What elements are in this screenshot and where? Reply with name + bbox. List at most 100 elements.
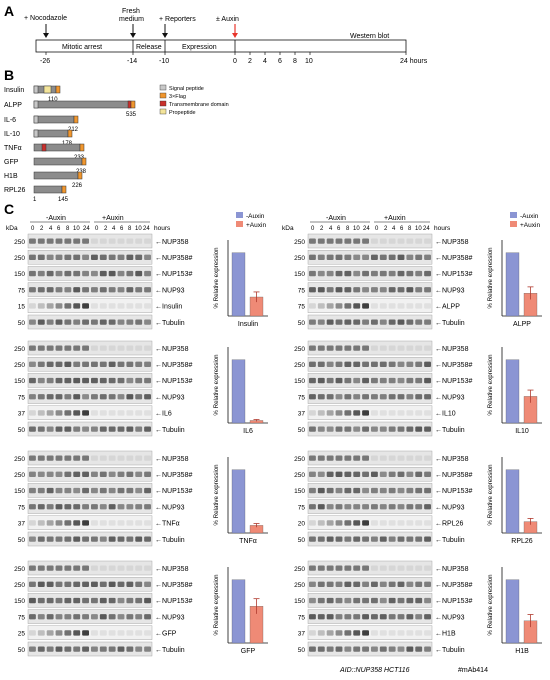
- blot-band: [326, 319, 334, 325]
- blot-band: [415, 565, 423, 571]
- blot-band: [326, 536, 334, 542]
- panel-a-letter: A: [4, 3, 14, 19]
- blot-band: [362, 565, 369, 571]
- blot-band: [73, 520, 81, 526]
- chart-xlabel: Insulin: [238, 321, 258, 328]
- chart-xlabel: H1B: [515, 648, 529, 655]
- blot-band: [144, 303, 151, 309]
- blot-band: [406, 614, 414, 620]
- blot-membrane: [307, 298, 433, 313]
- legend-label: Transmembrane domain: [169, 102, 229, 108]
- blot-band: [326, 565, 334, 571]
- blot-strip: 25 ←GFP: [18, 625, 177, 640]
- blot-membrane: [27, 560, 153, 576]
- blot-band: [335, 303, 343, 309]
- blot-membrane: [27, 625, 153, 640]
- blot-band: [91, 394, 98, 400]
- blot-band: [415, 614, 423, 620]
- blot-band: [108, 394, 116, 400]
- blot-band-label: ←TNFα: [155, 521, 180, 528]
- blot-band: [117, 410, 125, 416]
- blot-band: [64, 319, 72, 325]
- blot-band: [46, 319, 54, 325]
- blot-band: [55, 520, 63, 526]
- blot-band: [371, 254, 378, 260]
- blot-band: [362, 394, 369, 400]
- blot-strip: 250 ←NUP358#: [294, 357, 472, 372]
- lane-label: 24: [423, 226, 430, 232]
- lane-label: 6: [120, 226, 124, 232]
- blot-band: [108, 426, 116, 432]
- blot-band: [108, 410, 116, 416]
- blot-band: [29, 426, 36, 432]
- blot-band: [117, 426, 125, 432]
- blot-band: [309, 303, 316, 309]
- blot-band: [309, 270, 316, 277]
- blot-band: [99, 410, 107, 416]
- blot-band: [29, 504, 36, 510]
- blot-band: [424, 504, 431, 510]
- blot-band: [362, 471, 369, 477]
- blot-band: [55, 361, 63, 367]
- blot-band: [55, 504, 63, 510]
- blot-strip: 75 ←NUP93: [298, 609, 465, 624]
- blot-strip: 50 ←Tubulin: [18, 531, 185, 547]
- blot-band: [91, 410, 98, 416]
- blot-band-label: ←NUP358: [435, 456, 469, 463]
- blot-band: [126, 238, 134, 244]
- kda-marker: 50: [18, 647, 26, 654]
- blot-band: [117, 581, 125, 587]
- blot-band: [99, 287, 107, 293]
- blot-strip: 50 ←Tubulin: [298, 421, 465, 437]
- blot-band: [397, 581, 405, 587]
- lane-label: 4: [112, 226, 116, 232]
- blot-band: [91, 361, 98, 367]
- flag-tag: [61, 185, 67, 194]
- lane-label: 0: [31, 226, 35, 232]
- bar-minus-auxin: [231, 469, 246, 534]
- blot-band: [371, 287, 378, 293]
- tick-minus26: -26: [40, 58, 50, 65]
- blot-band: [91, 319, 98, 325]
- blot-band: [371, 303, 378, 309]
- blot-band: [37, 270, 45, 277]
- blot-band: [99, 238, 107, 244]
- blot-strip: 250 ←NUP358#: [294, 577, 472, 592]
- kda-marker: 250: [14, 582, 25, 589]
- blot-band: [388, 471, 396, 477]
- blot-band: [135, 287, 143, 293]
- blot-band: [371, 426, 378, 432]
- blot-band: [99, 536, 107, 542]
- blot-strip: 37 ←IL10: [298, 405, 456, 420]
- blot-band-label: ←NUP93: [155, 504, 185, 511]
- blot-band: [353, 504, 361, 510]
- kda-marker: 37: [18, 521, 26, 528]
- lane-label: 2: [40, 226, 44, 232]
- blot-membrane: [27, 483, 153, 498]
- blot-membrane: [27, 282, 153, 297]
- blot-band: [82, 614, 89, 620]
- blot-band-label: ←NUP358#: [435, 362, 472, 369]
- blot-band: [362, 238, 369, 244]
- blot-band: [29, 565, 36, 571]
- blot-band: [353, 630, 361, 636]
- blot-band: [388, 319, 396, 325]
- blot-membrane: [27, 298, 153, 313]
- blot-band: [424, 270, 431, 277]
- blot-band: [335, 565, 343, 571]
- blot-band: [55, 319, 63, 325]
- blot-band: [64, 426, 72, 432]
- blot-band: [117, 303, 125, 309]
- blot-band: [135, 426, 143, 432]
- blot-strip: 250 ←NUP358#: [14, 357, 192, 372]
- blot-band: [29, 646, 36, 652]
- blot-band: [326, 426, 334, 432]
- blot-band: [73, 254, 81, 260]
- blot-band: [388, 565, 396, 571]
- blot-band-label: ←NUP93: [435, 504, 465, 511]
- blot-band: [326, 287, 334, 293]
- blot-membrane: [307, 389, 433, 404]
- blot-band: [55, 471, 63, 477]
- blot-band: [371, 394, 378, 400]
